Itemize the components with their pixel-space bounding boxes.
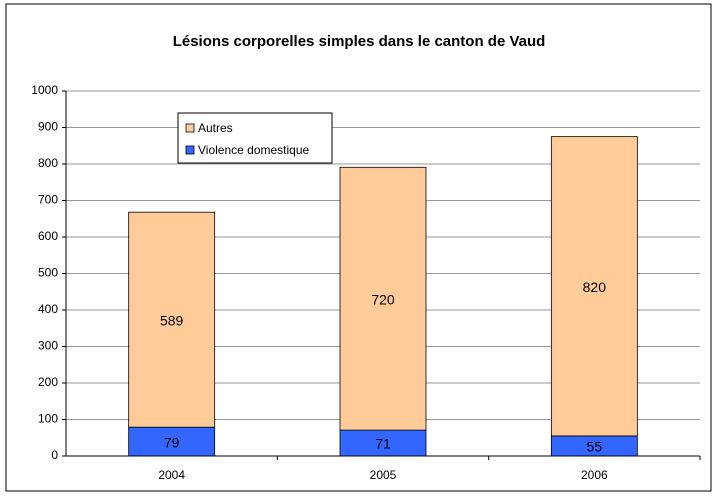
legend-label: Autres [198, 121, 233, 135]
y-tick-label: 100 [38, 412, 58, 426]
data-label: 820 [583, 279, 607, 295]
legend-label: Violence domestique [198, 143, 310, 157]
y-tick-label: 1000 [31, 83, 58, 97]
data-label: 589 [160, 312, 184, 328]
chart-title: Lésions corporelles simples dans le cant… [173, 33, 546, 50]
y-tick-label: 300 [38, 339, 58, 353]
y-tick-label: 500 [38, 266, 58, 280]
y-tick-label: 0 [51, 448, 58, 462]
data-label: 71 [375, 436, 391, 452]
bar-segment [339, 166, 427, 431]
bar-segment [550, 136, 638, 437]
data-label: 79 [164, 434, 180, 450]
bar-segment [128, 211, 216, 428]
x-tick-label: 2006 [581, 468, 608, 482]
x-tick-label: 2004 [158, 468, 185, 482]
legend-swatch [185, 123, 195, 133]
y-tick-label: 400 [38, 302, 58, 316]
y-tick-label: 800 [38, 156, 58, 170]
x-tick-label: 2005 [370, 468, 397, 482]
y-tick-label: 600 [38, 229, 58, 243]
y-tick-label: 900 [38, 120, 58, 134]
y-tick-label: 200 [38, 375, 58, 389]
y-tick-label: 700 [38, 193, 58, 207]
legend-swatch [185, 145, 195, 155]
data-label: 720 [371, 291, 395, 307]
legend-box [177, 112, 333, 164]
bar-segment [128, 426, 216, 457]
data-label: 55 [587, 439, 603, 455]
